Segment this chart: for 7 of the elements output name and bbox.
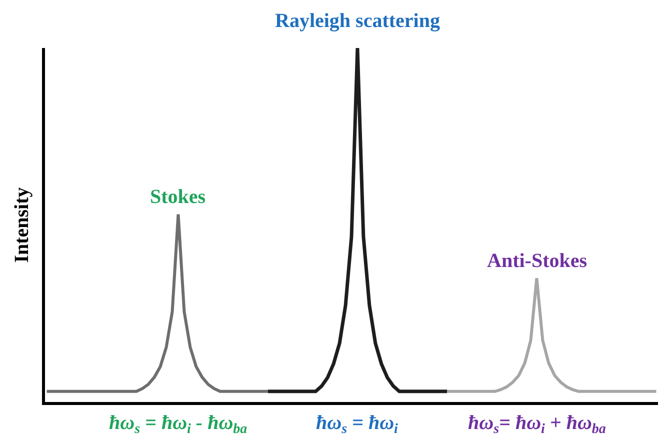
text: ħω$_{s}$ = ħω$_{i}$ [316,412,398,438]
text: ħω$_{s}$ = ħω$_{i}$ - ħω$_{ba}$ [109,412,248,438]
series-label: Stokes [150,186,206,208]
series-label: Anti-Stokes [487,250,588,272]
y-axis-title: Intensity [11,187,34,263]
series-label: Rayleigh scattering [275,10,440,32]
text: ħω$_{s}$= ħω$_{i}$ + ħω$_{ba}$ [468,412,606,438]
